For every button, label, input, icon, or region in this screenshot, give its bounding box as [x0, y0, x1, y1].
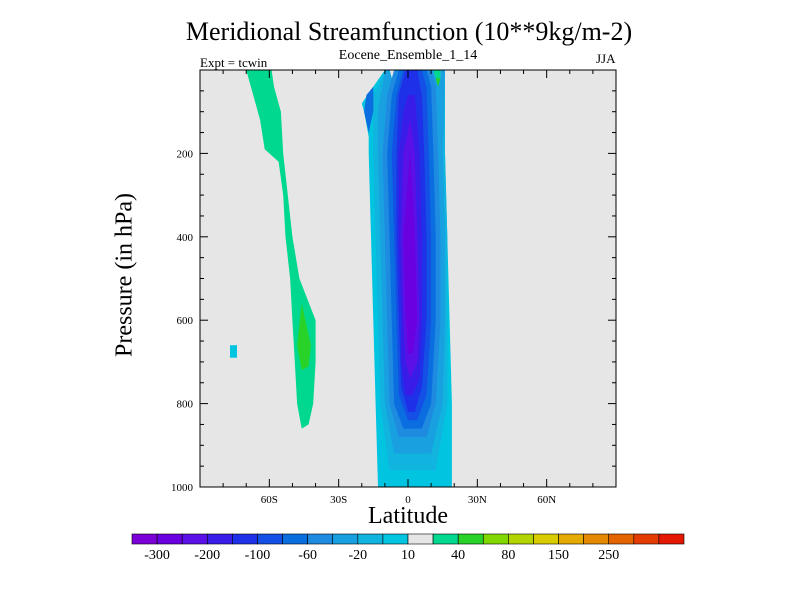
- x-tick-label: 60N: [537, 494, 556, 506]
- colorbar-box: [232, 533, 258, 545]
- colorbar-box: [633, 533, 660, 545]
- colorbar-box: [407, 533, 434, 545]
- colorbar-label: -20: [348, 548, 367, 563]
- colorbar-box: [608, 533, 635, 545]
- colorbar-box: [457, 533, 484, 545]
- colorbar: -300 -200 -100 -60 -20 10 40 80 150 250: [131, 533, 685, 563]
- colorbar-box: [307, 533, 334, 545]
- contour-region-11: [364, 86, 374, 133]
- chart-subtitle-right: JJA: [596, 51, 616, 66]
- colorbar-label: 150: [548, 548, 569, 563]
- x-tick-label: 30S: [330, 494, 347, 506]
- colorbar-box: [558, 533, 584, 545]
- y-tick-label: 400: [177, 232, 194, 244]
- colorbar-label: -200: [194, 548, 220, 563]
- chart-title: Meridional Streamfunction (10**9kg/m-2): [185, 17, 633, 46]
- x-tick-label: 30N: [468, 494, 487, 506]
- colorbar-label: 250: [598, 548, 619, 563]
- chart-subtitle-left: Expt = tcwin: [200, 55, 268, 70]
- colorbar-box: [282, 533, 308, 545]
- colorbar-label: 10: [401, 548, 415, 563]
- colorbar-label: 80: [501, 548, 515, 563]
- colorbar-box: [508, 533, 534, 545]
- x-tick-label: 0: [405, 494, 411, 506]
- colorbar-box: [658, 533, 685, 545]
- x-axis-label: Latitude: [368, 503, 448, 529]
- contour-region-15: [433, 70, 441, 79]
- colorbar-box: [131, 533, 158, 545]
- contour-region-14: [297, 303, 311, 371]
- colorbar-box: [156, 533, 183, 545]
- contour-fills: [230, 70, 452, 487]
- colorbar-box: [357, 533, 384, 545]
- colorbar-label: -300: [144, 548, 170, 563]
- y-axis-ticks: 200 400 600 800 1000: [171, 90, 616, 494]
- contour-region-13: [230, 345, 237, 358]
- x-axis-ticks: 60S 30S 0 30N 60N: [222, 70, 594, 506]
- colorbar-label: 40: [451, 548, 465, 563]
- colorbar-label: -100: [245, 548, 271, 563]
- y-tick-label: 1000: [171, 482, 194, 494]
- chart-subtitle-center: Eocene_Ensemble_1_14: [338, 48, 478, 63]
- colorbar-box: [382, 533, 409, 545]
- colorbar-box: [482, 533, 509, 545]
- colorbar-box: [181, 533, 208, 545]
- colorbar-box: [432, 533, 459, 545]
- contour-region-10: [403, 153, 418, 354]
- x-tick-label: 60S: [261, 494, 278, 506]
- colorbar-box: [257, 533, 283, 545]
- colorbar-box: [332, 533, 359, 545]
- y-tick-label: 600: [177, 315, 194, 327]
- contour-region-16: [435, 78, 441, 87]
- colorbar-box: [533, 533, 559, 545]
- y-tick-label: 800: [177, 399, 194, 411]
- y-tick-label: 200: [177, 148, 194, 160]
- colorbar-box: [206, 533, 233, 545]
- colorbar-box: [583, 533, 610, 545]
- colorbar-label: -60: [298, 548, 317, 563]
